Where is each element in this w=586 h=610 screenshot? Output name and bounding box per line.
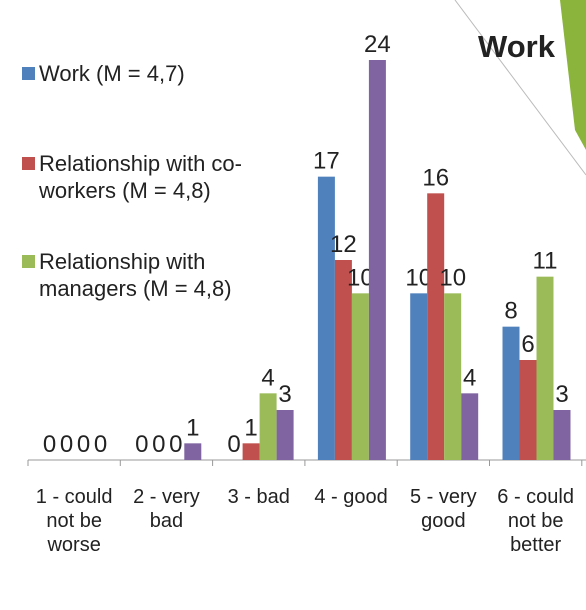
data-label: 6: [521, 331, 534, 358]
data-label: 11: [533, 248, 558, 275]
data-label: 8: [504, 298, 517, 325]
legend-item: Work (M = 4,7): [22, 60, 287, 87]
legend-label: Relationship with managers (M = 4,8): [39, 249, 232, 301]
data-label: 24: [364, 31, 391, 58]
legend-swatch: [22, 157, 35, 170]
legend-swatch: [22, 67, 35, 80]
data-label: 4: [261, 364, 274, 391]
bar: [242, 443, 260, 460]
legend-label: Relationship with co-workers (M = 4,8): [39, 151, 242, 203]
data-label: 12: [330, 231, 357, 258]
legend-swatch: [22, 255, 35, 268]
data-label: 17: [313, 148, 340, 175]
data-label: 1: [186, 414, 199, 441]
bar: [317, 176, 335, 460]
data-label: 0: [43, 431, 56, 458]
bar: [259, 393, 277, 460]
x-tick-label: 5 - very good: [409, 486, 477, 532]
data-label: 10: [439, 264, 466, 291]
data-label: 0: [152, 431, 165, 458]
data-label: 3: [278, 381, 291, 408]
data-label: 0: [169, 431, 182, 458]
x-tick-label: 1 - could not be worse: [35, 486, 113, 556]
x-tick-label: 4 - good: [314, 486, 388, 508]
data-label: 0: [135, 431, 148, 458]
decoration-line: [454, 0, 586, 176]
bar: [351, 293, 369, 460]
legend-item: Relationship with co-workers (M = 4,8): [22, 150, 287, 204]
bar: [502, 326, 520, 460]
bar: [368, 60, 386, 460]
chart-title: Work: [478, 29, 556, 64]
bar: [553, 410, 571, 460]
data-label: 0: [94, 431, 107, 458]
x-tick-label: 2 - very bad: [133, 486, 200, 532]
data-label: 16: [422, 164, 449, 191]
bar: [427, 193, 445, 461]
data-label: 3: [555, 381, 568, 408]
bar: [461, 393, 479, 460]
bar: [519, 360, 537, 460]
legend-label: Work (M = 4,7): [39, 61, 185, 86]
bar: [410, 293, 428, 460]
legend-item: Relationship with managers (M = 4,8): [22, 248, 287, 302]
bar: [276, 410, 294, 460]
data-label: 0: [77, 431, 90, 458]
data-label: 0: [60, 431, 73, 458]
bar: [184, 443, 202, 460]
decoration: [560, 0, 586, 150]
data-label: 0: [227, 431, 240, 458]
x-tick-label: 6 - could not be better: [497, 486, 574, 556]
bar: [334, 260, 352, 460]
bar: [536, 276, 554, 460]
x-tick-label: 3 - bad: [227, 486, 290, 508]
data-label: 4: [463, 364, 476, 391]
bar: [444, 293, 462, 460]
data-label: 1: [244, 414, 257, 441]
